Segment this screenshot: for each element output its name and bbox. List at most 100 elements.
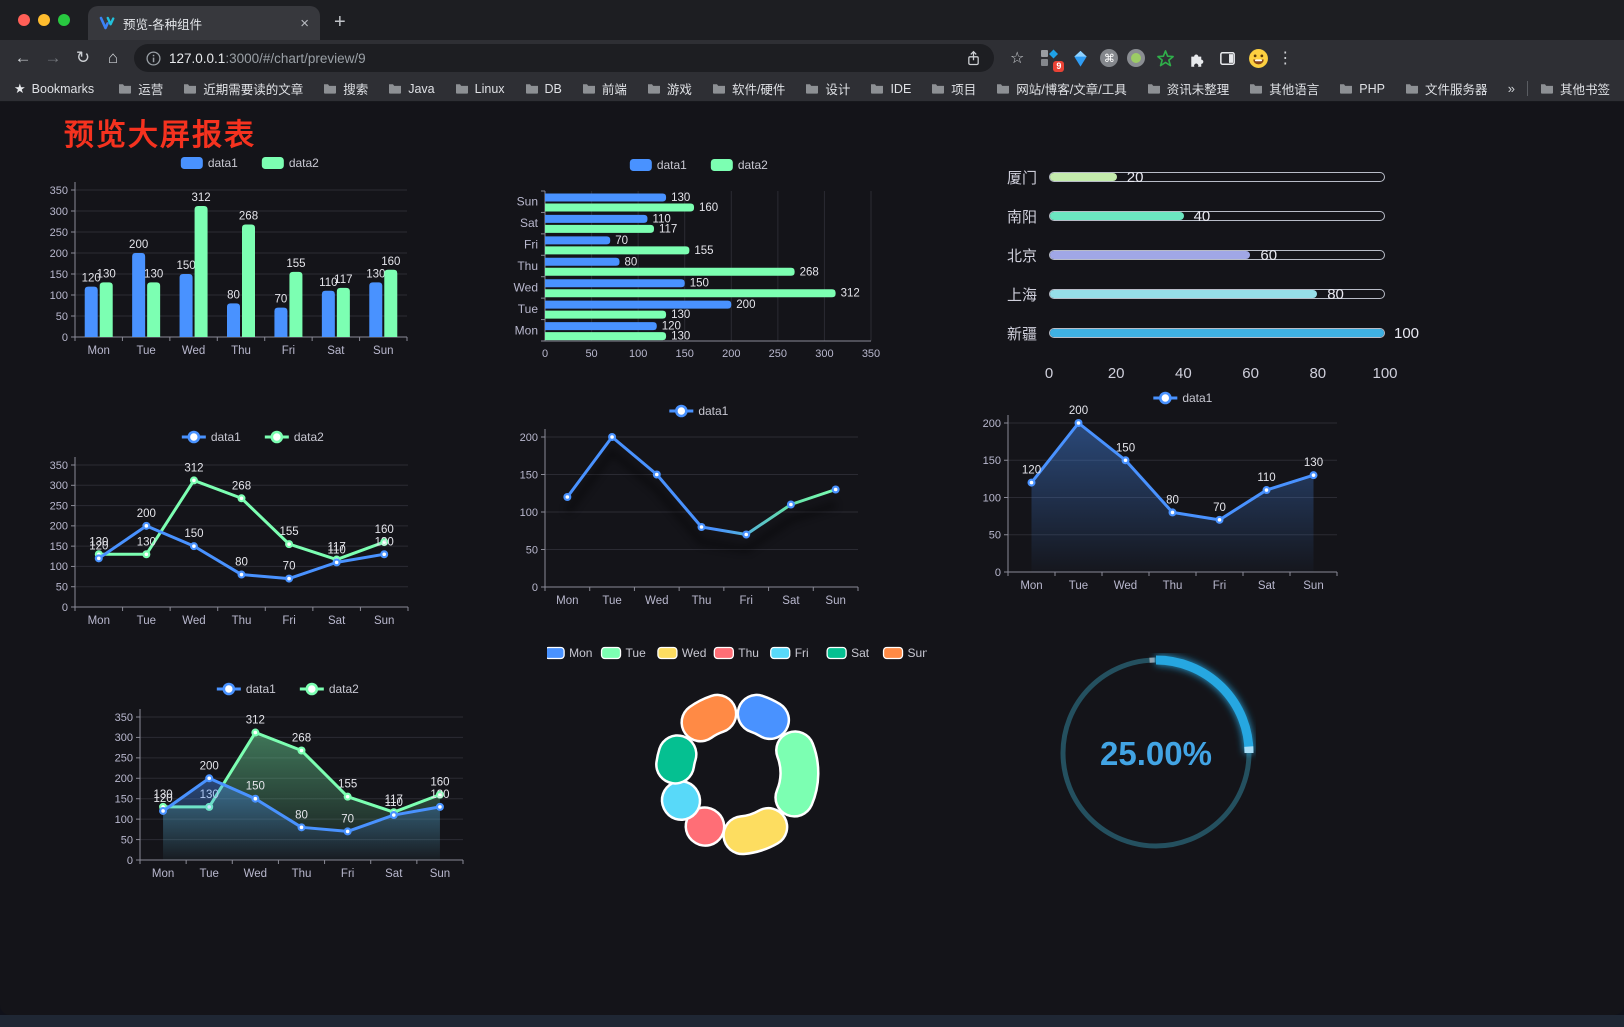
bookmark-folder-item[interactable]: 近期需要读的文章 [183, 79, 303, 98]
browser-menu-icon[interactable]: ⋮ [1277, 50, 1294, 67]
svg-text:268: 268 [239, 210, 258, 222]
window-minimize-button[interactable] [38, 14, 50, 26]
svg-text:Mon: Mon [556, 595, 578, 607]
progress-row[interactable]: 上海 80 [993, 286, 1385, 304]
svg-text:50: 50 [585, 348, 597, 360]
bookmark-folder-item[interactable]: DB [525, 82, 562, 96]
page-content: 预览大屏报表 data1 data2 0 50 100 150 200 250 300 350 Mo… [0, 102, 1624, 1015]
svg-text:160: 160 [375, 524, 394, 536]
svg-text:130: 130 [671, 192, 690, 204]
bookmark-folder-item[interactable]: Java [388, 82, 435, 96]
svg-text:150: 150 [1116, 442, 1135, 454]
bookmark-folder-item[interactable]: 运营 [118, 79, 163, 98]
line-chart-two-series[interactable]: data1 data2 0 50 100 150 200 250 300 350 Mon Tue Wed… [43, 423, 463, 637]
svg-text:130: 130 [1304, 457, 1323, 469]
home-button[interactable]: ⌂ [107, 48, 119, 67]
svg-text:data2: data2 [738, 158, 768, 172]
url-text: 127.0.0.1:3000/#/chart/preview/9 [169, 50, 366, 66]
window-close-button[interactable] [18, 14, 30, 26]
svg-text:Wed: Wed [244, 868, 267, 880]
grid-extension-icon[interactable]: 9 [1038, 47, 1065, 72]
folder-icon [582, 84, 595, 94]
bookmarks-separator [1526, 81, 1528, 96]
bookmark-folder-item[interactable]: 搜索 [323, 79, 368, 98]
horizontal-bar-chart[interactable]: data1 data2 0 50 100 150 200 250 300 350 Sun 130 160… [503, 153, 895, 365]
folder-icon [119, 84, 132, 94]
bookmark-folder-item[interactable]: 资讯未整理 [1147, 79, 1229, 98]
area-chart-single[interactable]: data1 0 50 100 150 200 Mon Tue Wed Thu Fri Sat Sun 12… [983, 386, 1383, 598]
bookmarks-bar: ★ Bookmarks 运营 近期需要读的文章 搜索 Java Linux DB 前端 游戏 软… [0, 76, 1624, 102]
bookmark-folder-item[interactable]: 网站/博客/文章/工具 [996, 79, 1127, 98]
bookmark-folder-item[interactable]: 文件服务器 [1405, 79, 1487, 98]
bookmark-folder-item[interactable]: IDE [870, 82, 911, 96]
green-star-extension-icon[interactable] [1154, 47, 1176, 69]
forward-button[interactable]: → [44, 48, 62, 67]
svg-text:Wed: Wed [1114, 580, 1137, 592]
svg-text:268: 268 [800, 266, 819, 278]
reload-button[interactable]: ↻ [75, 48, 91, 67]
folder-icon [389, 84, 402, 94]
emoji-extension-icon[interactable] [1247, 47, 1269, 69]
browser-tab[interactable]: 预览-各种组件 × [88, 6, 320, 40]
bar-chart[interactable]: data1 data2 0 50 100 150 200 250 300 350 Mon Tue Wed… [38, 150, 462, 362]
bookmark-folder-item[interactable]: 前端 [582, 79, 627, 98]
side-panel-icon[interactable] [1216, 47, 1238, 69]
address-bar[interactable]: 127.0.0.1:3000/#/chart/preview/9 [134, 44, 994, 72]
other-bookmarks-folder[interactable]: 其他书签 [1540, 79, 1610, 98]
svg-text:Sat: Sat [520, 216, 539, 230]
svg-text:Thu: Thu [692, 595, 712, 607]
progress-row[interactable]: 南阳 40 [993, 208, 1385, 226]
bookmark-folder-item[interactable]: 项目 [931, 79, 976, 98]
extension-badge: 9 [1053, 61, 1065, 72]
command-extension-icon[interactable]: ⌘ [1100, 49, 1119, 67]
bookmark-folder-item[interactable]: PHP [1339, 82, 1385, 96]
share-icon[interactable] [965, 50, 982, 67]
svg-text:100: 100 [629, 348, 647, 360]
site-info-icon[interactable] [146, 50, 161, 66]
svg-text:Wed: Wed [182, 615, 205, 627]
bookmark-star-icon[interactable]: ☆ [1010, 50, 1025, 67]
window-zoom-button[interactable] [58, 14, 70, 26]
bookmarks-label[interactable]: Bookmarks [31, 81, 95, 96]
gem-extension-icon[interactable] [1069, 47, 1091, 69]
svg-text:200: 200 [50, 248, 68, 260]
svg-text:Fri: Fri [282, 345, 295, 357]
folder-icon [1250, 84, 1263, 94]
svg-text:200: 200 [1069, 405, 1088, 417]
svg-text:Sat: Sat [782, 595, 800, 607]
tab-close-icon[interactable]: × [300, 14, 309, 32]
svg-text:Tue: Tue [602, 595, 621, 607]
puzzle-extension-icon[interactable] [1185, 47, 1207, 69]
svg-text:268: 268 [292, 733, 311, 745]
svg-text:Wed: Wed [182, 345, 205, 357]
bookmark-folder-item[interactable]: 设计 [805, 79, 850, 98]
bookmarks-star-icon[interactable]: ★ [14, 80, 26, 96]
svg-text:155: 155 [279, 526, 298, 538]
bookmark-folder-item[interactable]: 软件/硬件 [712, 79, 785, 98]
svg-text:130: 130 [97, 268, 116, 280]
bookmark-folder-item[interactable]: 游戏 [647, 79, 692, 98]
svg-text:110: 110 [385, 797, 403, 809]
gauge-chart[interactable]: 25.00% [1056, 653, 1256, 853]
svg-text:312: 312 [841, 288, 860, 300]
bookmark-folder-item[interactable]: 其他语言 [1249, 79, 1319, 98]
bookmarks-overflow-chevron[interactable]: » [1507, 81, 1515, 96]
progress-chart[interactable]: 厦门 20 南阳 40 北京 60 上海 80 新疆 100 0 20 40 60 80 100 [993, 160, 1420, 385]
tab-title: 预览-各种组件 [123, 17, 203, 32]
svg-text:150: 150 [176, 260, 195, 272]
new-tab-button[interactable]: + [334, 11, 346, 33]
svg-text:100: 100 [983, 492, 1001, 504]
bookmark-folder-item[interactable]: Linux [455, 82, 505, 96]
back-button[interactable]: ← [14, 48, 32, 67]
progress-row[interactable]: 厦门 20 [993, 169, 1385, 187]
recorder-extension-icon[interactable] [1127, 49, 1146, 67]
svg-text:110: 110 [327, 544, 345, 556]
progress-row[interactable]: 北京 60 [993, 247, 1385, 265]
donut-chart[interactable]: Mon Tue Wed Thu Fri Sat Sun [547, 642, 927, 982]
svg-text:200: 200 [520, 432, 538, 444]
svg-text:Sun: Sun [908, 646, 927, 660]
svg-text:250: 250 [115, 753, 133, 765]
gradient-line-chart[interactable]: data1 0 50 100 150 200 Mon Tue Wed Thu Fri Sat Sun [503, 398, 895, 612]
area-chart-two-series[interactable]: data1 data2 0 50 100 150 200 250 300 350 Mon Tue Wed… [103, 676, 473, 888]
progress-row[interactable]: 新疆 100 [1006, 325, 1420, 343]
